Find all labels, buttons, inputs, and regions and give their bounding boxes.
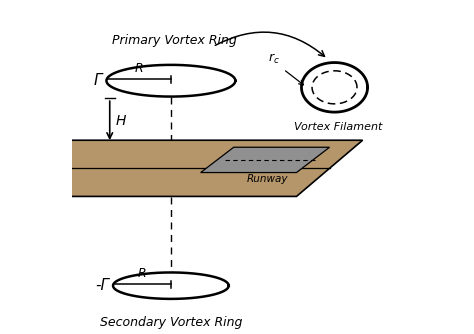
Polygon shape xyxy=(201,147,329,173)
Text: Γ: Γ xyxy=(94,73,102,88)
Text: Secondary Vortex Ring: Secondary Vortex Ring xyxy=(100,316,242,329)
Polygon shape xyxy=(0,140,363,196)
Text: r$_c$: r$_c$ xyxy=(268,52,280,66)
Text: Primary Vortex Ring: Primary Vortex Ring xyxy=(112,34,237,47)
Text: Vortex Filament: Vortex Filament xyxy=(293,122,382,132)
Text: R: R xyxy=(137,268,146,280)
Text: H: H xyxy=(116,114,126,128)
Text: R: R xyxy=(134,62,143,75)
Text: -Γ: -Γ xyxy=(95,278,109,293)
Text: Runway: Runway xyxy=(247,174,288,184)
